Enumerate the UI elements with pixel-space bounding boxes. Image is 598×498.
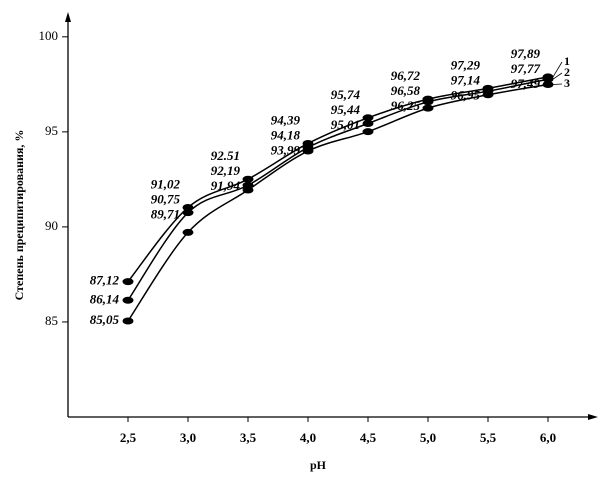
data-label: 95,74 — [331, 87, 361, 102]
data-point — [542, 75, 554, 83]
data-point — [362, 114, 374, 122]
x-tick-label: 5,0 — [420, 430, 436, 445]
data-label: 94,39 — [271, 112, 301, 127]
x-axis-arrow — [588, 414, 598, 420]
y-tick-label: 95 — [45, 123, 58, 138]
data-point — [182, 209, 194, 217]
series-name: 1 — [564, 54, 570, 68]
data-label: 97,14 — [451, 72, 481, 87]
series-name: 3 — [564, 76, 570, 90]
y-axis-label: Степень преципитирования, % — [12, 130, 26, 301]
y-axis-arrow — [65, 12, 71, 22]
data-label: 91,94 — [211, 178, 241, 193]
data-label: 87,12 — [90, 273, 120, 288]
x-tick-label: 5,5 — [480, 430, 497, 445]
data-label: 96,95 — [451, 87, 481, 102]
series-name: 2 — [564, 65, 570, 79]
series-name-leader — [552, 72, 563, 80]
data-point — [122, 296, 134, 304]
data-point — [302, 147, 314, 155]
x-tick-label: 6,0 — [540, 430, 556, 445]
data-point — [242, 186, 254, 194]
data-point — [182, 228, 194, 236]
data-label: 97,89 — [511, 46, 541, 61]
data-point — [122, 278, 134, 286]
data-label: 94,18 — [271, 127, 301, 142]
y-tick-label: 90 — [45, 218, 58, 233]
data-label: 96,25 — [391, 98, 421, 113]
x-tick-label: 3,5 — [240, 430, 257, 445]
data-label: 97,29 — [451, 57, 481, 72]
data-label: 95,01 — [331, 117, 360, 132]
data-label: 85,05 — [90, 312, 120, 327]
data-label: 96,58 — [391, 83, 421, 98]
data-point — [242, 175, 254, 183]
data-label: 93,99 — [271, 142, 301, 157]
x-tick-label: 3,0 — [180, 430, 196, 445]
y-tick-label: 85 — [45, 313, 58, 328]
data-label: 97,49 — [511, 76, 541, 91]
data-label: 96,72 — [391, 68, 421, 83]
series-name-leader — [552, 83, 563, 85]
x-tick-label: 4,5 — [360, 430, 377, 445]
x-tick-label: 2,5 — [120, 430, 137, 445]
data-label: 92,19 — [211, 163, 241, 178]
data-point — [482, 91, 494, 99]
data-point — [122, 317, 134, 325]
data-label: 95,44 — [331, 102, 361, 117]
data-point — [542, 81, 554, 89]
data-label: 92.51 — [211, 148, 240, 163]
data-point — [362, 119, 374, 127]
data-label: 86,14 — [90, 291, 120, 306]
x-tick-label: 4,0 — [300, 430, 316, 445]
series-name-leader — [552, 61, 563, 78]
data-point — [422, 104, 434, 112]
data-label: 89,71 — [151, 207, 180, 222]
y-tick-label: 100 — [39, 28, 59, 43]
x-axis-label: pH — [310, 458, 327, 472]
data-point — [422, 98, 434, 106]
data-label: 91,02 — [151, 177, 181, 192]
data-label: 90,75 — [151, 192, 181, 207]
data-label: 97,77 — [511, 61, 541, 76]
data-point — [362, 128, 374, 136]
